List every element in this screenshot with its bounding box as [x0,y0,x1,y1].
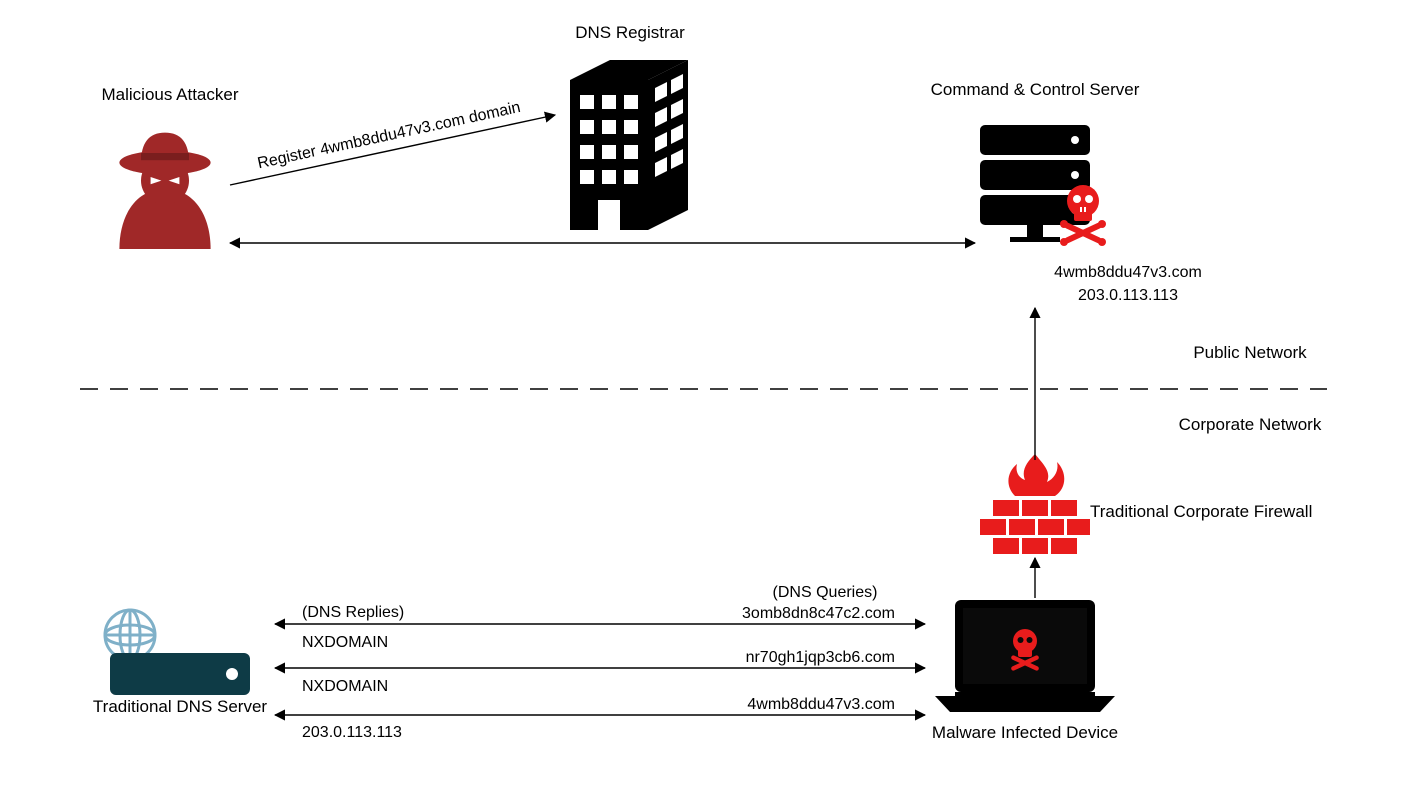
edge-r2-label: NXDOMAIN [302,678,388,695]
dns-queries-header: (DNS Queries) [773,584,878,601]
zone-corporate-label: Corporate Network [1179,415,1322,434]
globe-icon [105,610,155,660]
dns-icon [105,610,250,695]
registrar-icon [570,60,688,230]
edge-q1-label: 3omb8dn8c47c2.com [742,605,895,622]
registrar-label: DNS Registrar [575,23,685,42]
edge-register-label: Register 4wmb8ddu47v3.com domain [256,99,522,172]
zone-public-label: Public Network [1193,343,1307,362]
edge-q3-label: 4wmb8ddu47v3.com [747,696,895,713]
c2-ip: 203.0.113.113 [1078,287,1178,304]
firewall-icon [980,454,1090,554]
c2-domain: 4wmb8ddu47v3.com [1054,264,1202,281]
c2-icon [980,125,1106,246]
laptop-icon [935,600,1115,712]
dns-label: Traditional DNS Server [93,697,267,716]
c2-label: Command & Control Server [931,80,1140,99]
edge-r1-label: NXDOMAIN [302,634,388,651]
attacker-label: Malicious Attacker [102,85,239,104]
edge-q2-label: nr70gh1jqp3cb6.com [746,649,895,666]
dns-replies-header: (DNS Replies) [302,604,404,621]
attacker-icon [119,133,210,249]
edge-r3-label: 203.0.113.113 [302,724,402,741]
laptop-label: Malware Infected Device [932,723,1118,742]
firewall-label: Traditional Corporate Firewall [1090,502,1312,521]
